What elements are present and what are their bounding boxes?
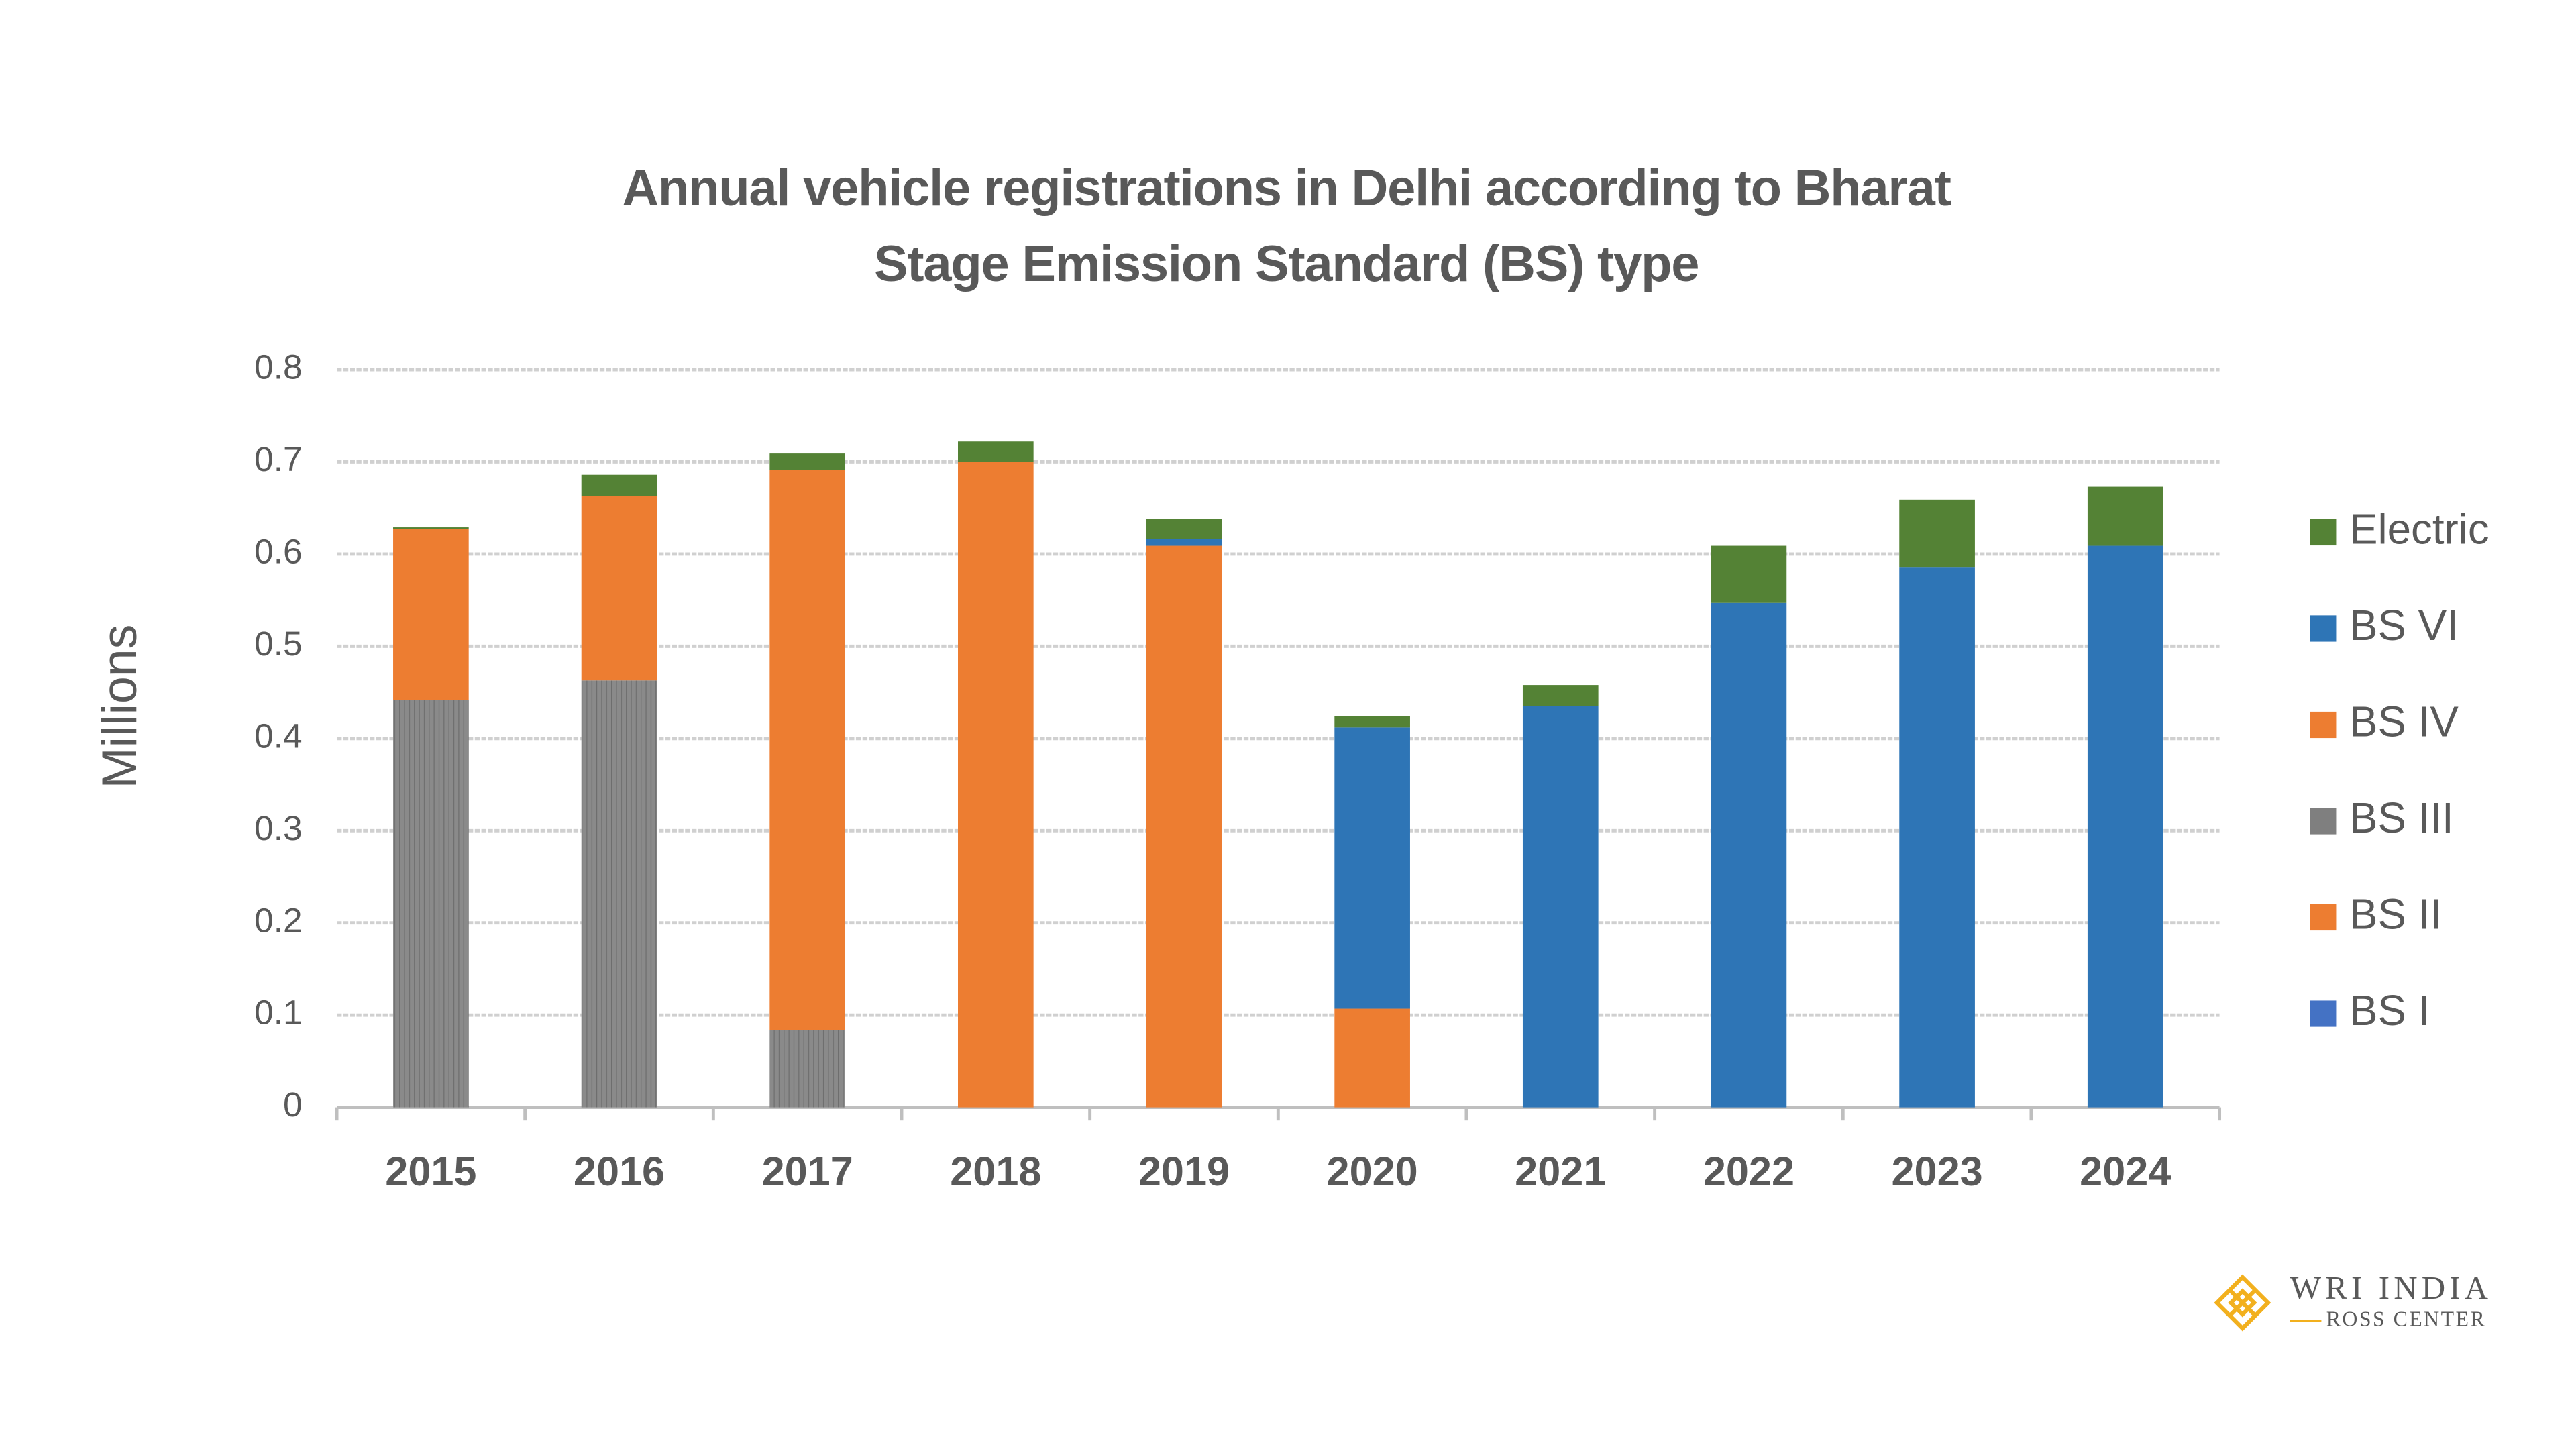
legend-swatch (2310, 615, 2337, 642)
bar-segment (1711, 602, 1787, 1108)
y-tick-label: 0.5 (254, 624, 302, 663)
chart-title: Annual vehicle registrations in Delhi ac… (622, 159, 1951, 292)
bar-segment (1522, 685, 1599, 706)
logo: WRI INDIA ROSS CENTER (2214, 1269, 2492, 1332)
x-tick-label: 2021 (1515, 1148, 1606, 1194)
x-tick-label: 2018 (950, 1148, 1041, 1194)
bar-segment (1899, 567, 1975, 1108)
legend-label: BS III (2349, 794, 2454, 842)
bar-segment (769, 470, 846, 1030)
logo-icon (2214, 1274, 2271, 1332)
y-tick-label: 0.1 (254, 993, 302, 1032)
x-tick-label: 2020 (1327, 1148, 1418, 1194)
legend-label: BS VI (2349, 602, 2459, 649)
bar-segment (393, 527, 469, 529)
logo-subtitle: ROSS CENTER (2326, 1307, 2486, 1330)
bar-segment (769, 1030, 846, 1108)
y-tick-label: 0.6 (254, 531, 302, 570)
bar-segment (393, 700, 469, 1108)
legend-swatch (2310, 808, 2337, 835)
legend-label: BS II (2349, 890, 2442, 938)
y-tick-label: 0.8 (254, 347, 302, 386)
bar-segment (1146, 539, 1222, 546)
legend-swatch (2310, 1000, 2337, 1027)
bar-segment (769, 453, 846, 470)
legend-swatch (2310, 904, 2337, 931)
legend-swatch (2310, 519, 2337, 546)
bar-segment (1711, 545, 1787, 603)
y-tick-label: 0 (283, 1085, 303, 1124)
x-tick-label: 2016 (574, 1148, 665, 1194)
legend-label: Electric (2349, 505, 2489, 553)
bar-segment (2087, 486, 2163, 546)
bar-segment (1522, 706, 1599, 1108)
bar-segment (1146, 545, 1222, 1108)
x-tick-label: 2023 (1891, 1148, 1982, 1194)
y-tick-label: 0.7 (254, 439, 302, 478)
bar-segment (581, 496, 657, 681)
bar-segment (958, 462, 1034, 1108)
x-tick-label: 2019 (1138, 1148, 1230, 1194)
bar-segment (581, 474, 657, 496)
bar-segment (581, 680, 657, 1108)
bar-segment (958, 441, 1034, 462)
bar-segment (1334, 716, 1410, 728)
legend-label: BS I (2349, 987, 2430, 1034)
bar-segment (393, 529, 469, 700)
bar-segment (1899, 499, 1975, 568)
x-tick-label: 2024 (2080, 1148, 2171, 1194)
bar-segment (1334, 727, 1410, 1009)
y-tick-label: 0.4 (254, 716, 302, 755)
legend-label: BS IV (2349, 698, 2459, 745)
bar-segment (1146, 519, 1222, 539)
bar-segment (1334, 1008, 1410, 1108)
y-axis-label: Millions (91, 625, 147, 789)
y-tick-label: 0.3 (254, 808, 302, 847)
legend-swatch (2310, 711, 2337, 739)
x-tick-label: 2022 (1703, 1148, 1794, 1194)
x-tick-label: 2017 (762, 1148, 853, 1194)
y-tick-label: 0.2 (254, 900, 302, 939)
logo-name: WRI INDIA (2290, 1269, 2492, 1306)
bar-segment (2087, 545, 2163, 1108)
x-tick-label: 2015 (385, 1148, 476, 1194)
